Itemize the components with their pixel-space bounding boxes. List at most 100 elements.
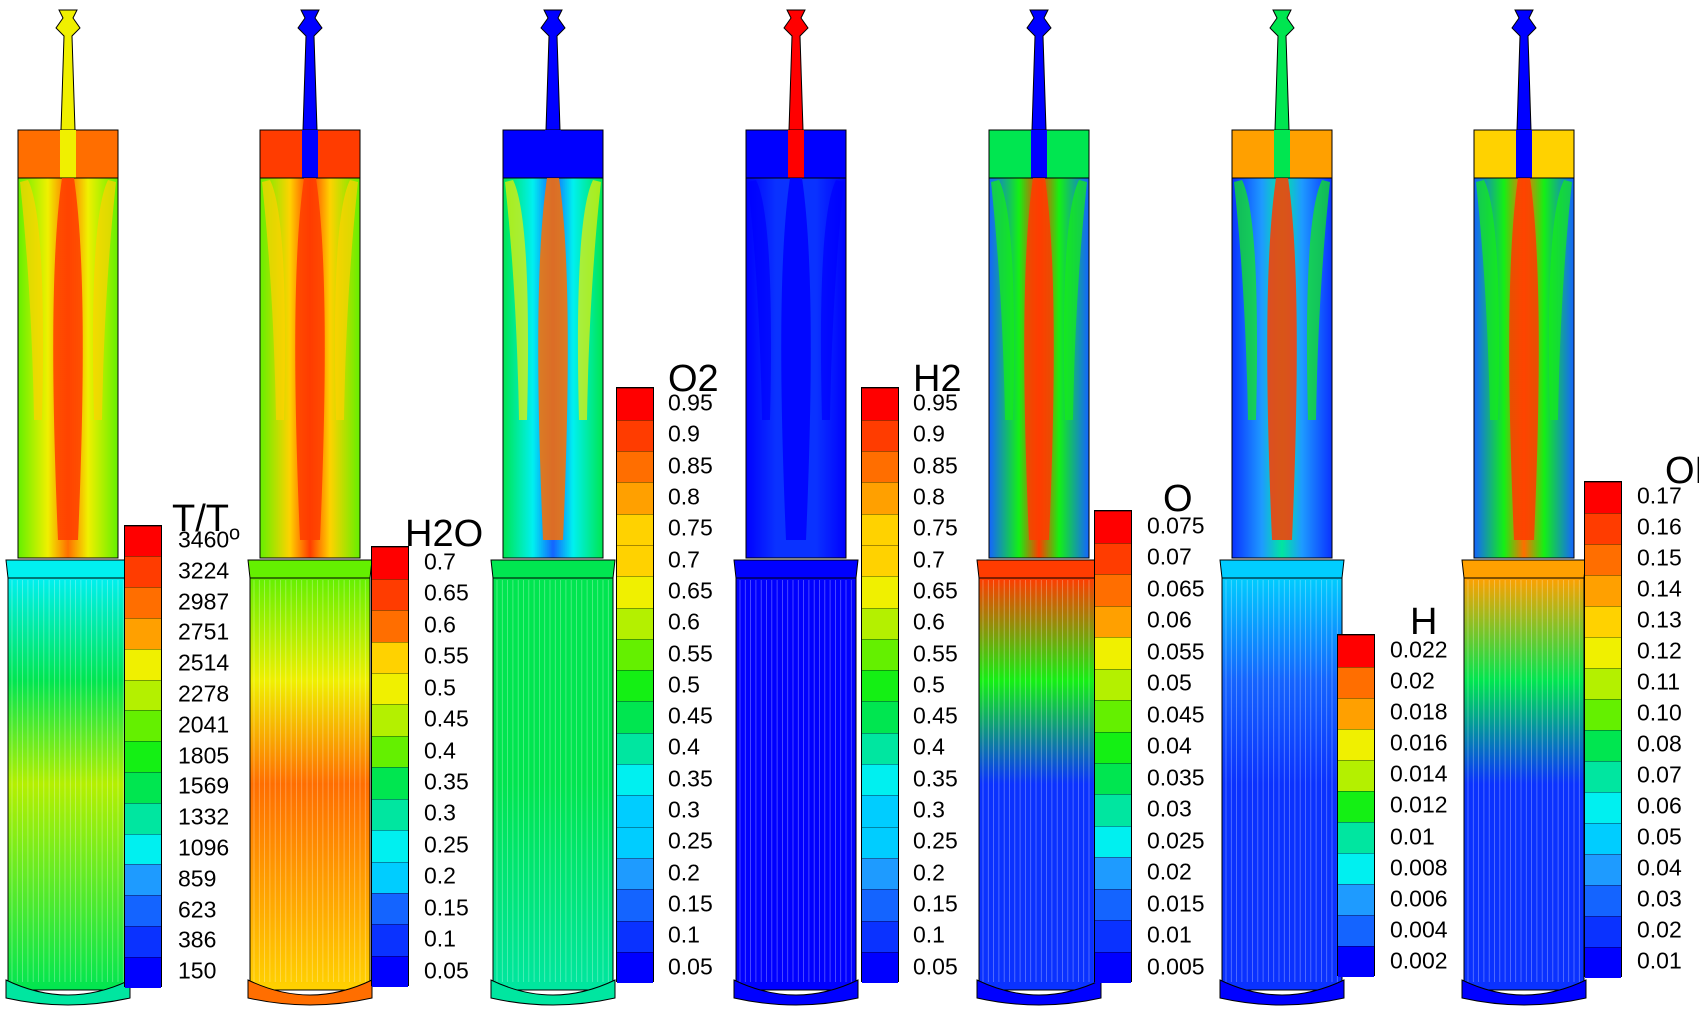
transition-flange [490, 559, 616, 579]
colorbar-tick: 1096 [178, 834, 230, 861]
outlet-cap [5, 979, 131, 1006]
outlet-cap [733, 979, 859, 1006]
flame-jet [295, 178, 325, 540]
panel-temperature [5, 9, 131, 1006]
colorbar-tick: 0.07 [1147, 543, 1192, 570]
colorbar-tick: 0.17 [1637, 482, 1682, 509]
colorbar-tick: 0.65 [668, 577, 713, 604]
colorbar-tick: 0.01 [1390, 823, 1435, 850]
colorbar-tick: 0.012 [1390, 791, 1448, 818]
colorbar-tick: 0.15 [913, 890, 958, 917]
colorbar-tick: 0.75 [668, 514, 713, 541]
colorbar-tick: 0.2 [913, 859, 945, 886]
colorbar-tick: 0.8 [913, 483, 945, 510]
injector-nozzle [540, 9, 566, 131]
colorbar-tick: 0.45 [668, 702, 713, 729]
colorbar-tick: 0.12 [1637, 637, 1682, 664]
colorbar-tick: 0.13 [1637, 606, 1682, 633]
colorbar-tick: 0.9 [668, 420, 700, 447]
colorbar-tick: 0.02 [1637, 916, 1682, 943]
injector-nozzle [783, 9, 809, 131]
colorbar-title: T/To [172, 498, 241, 545]
colorbar-tick: 0.04 [1637, 854, 1682, 881]
panel-o2 [490, 9, 616, 1006]
colorbar-tick: 0.05 [1147, 669, 1192, 696]
colorbar-tick: 0.2 [424, 862, 456, 889]
colorbar-tick: 3224 [178, 557, 230, 584]
flame-jet [1024, 178, 1054, 540]
colorbar-tick: 0.015 [1147, 890, 1205, 917]
colorbar-tick: 0.15 [1637, 544, 1682, 571]
transition-flange [976, 559, 1102, 579]
colorbar-tick: 0.4 [424, 737, 456, 764]
colorbar-tick: 0.55 [424, 642, 469, 669]
colorbar-tick: 0.1 [424, 925, 456, 952]
injector-nozzle [1269, 9, 1295, 131]
injector-nozzle [55, 9, 81, 131]
colorbar-tick: 2751 [178, 618, 230, 645]
colorbar-tick: 0.065 [1147, 575, 1205, 602]
colorbar-tick: 0.05 [913, 953, 958, 980]
colorbar-tick: 0.45 [913, 702, 958, 729]
transition-flange [733, 559, 859, 579]
transition-flange [247, 559, 373, 579]
colorbar-tick: 0.6 [668, 608, 700, 635]
heat-exchanger-section [735, 577, 857, 991]
colorbar-o2 [616, 387, 654, 984]
colorbar-title: O2 [668, 358, 719, 400]
injector-nozzle [1026, 9, 1052, 131]
colorbar-tick: 2514 [178, 649, 230, 676]
colorbar-tick: 0.4 [913, 733, 945, 760]
transition-flange [1219, 559, 1345, 579]
colorbar-tick: 0.5 [668, 671, 700, 698]
colorbar-tick: 0.95 [913, 389, 958, 416]
colorbar-tick: 0.2 [668, 859, 700, 886]
colorbar-tick: 0.3 [424, 799, 456, 826]
colorbar-tick: 0.3 [668, 796, 700, 823]
colorbar-tick: 0.65 [424, 579, 469, 606]
colorbar-tick: 0.35 [668, 765, 713, 792]
colorbar-tick: 0.25 [424, 831, 469, 858]
panel-o [976, 9, 1102, 1006]
colorbar-tick: 0.002 [1390, 947, 1448, 974]
heat-exchanger-section [249, 577, 371, 991]
heat-exchanger-section [1221, 577, 1343, 991]
colorbar-tick: 0.11 [1637, 668, 1681, 695]
colorbar-title: H [1410, 601, 1438, 643]
colorbar-tick: 0.055 [1147, 638, 1205, 665]
heat-exchanger-section [7, 577, 129, 991]
colorbar-tick: 0.075 [1147, 512, 1205, 539]
colorbar-tick: 0.01 [1637, 947, 1682, 974]
colorbar-tick: 0.16 [1637, 513, 1682, 540]
colorbar-tick: 0.25 [668, 827, 713, 854]
colorbar-tick: 150 [178, 957, 217, 984]
colorbar-tick: 0.4 [668, 733, 700, 760]
panel-h2o [247, 9, 373, 1006]
colorbar-tick: 623 [178, 896, 217, 923]
colorbar-tick: 0.3 [913, 796, 945, 823]
colorbar-tick: 0.5 [913, 671, 945, 698]
colorbar-tick: 0.85 [913, 452, 958, 479]
colorbar-tick: 1569 [178, 772, 230, 799]
colorbar-tick: 2041 [178, 711, 230, 738]
colorbar-tick: 3460 [178, 526, 230, 553]
injector-nozzle [1511, 9, 1537, 131]
colorbar-tick: 1805 [178, 742, 230, 769]
colorbar-tick: 0.02 [1147, 858, 1192, 885]
transition-flange [1461, 559, 1587, 579]
colorbar-tick: 0.5 [424, 674, 456, 701]
colorbar-h [1337, 634, 1375, 978]
colorbar-title: O [1163, 478, 1193, 520]
colorbar-tick: 0.03 [1637, 885, 1682, 912]
colorbar-tick: 0.08 [1637, 730, 1682, 757]
colorbar-tick: 0.45 [424, 705, 469, 732]
flame-jet [53, 178, 83, 540]
colorbar-tick: 0.05 [1637, 823, 1682, 850]
colorbar-tick: 0.85 [668, 452, 713, 479]
colorbar-tick: 0.014 [1390, 760, 1448, 787]
colorbar-tick: 0.025 [1147, 827, 1205, 854]
colorbar-tick: 0.005 [1147, 953, 1205, 980]
colorbar-tick: 0.35 [424, 768, 469, 795]
colorbar-tick: 0.10 [1637, 699, 1682, 726]
